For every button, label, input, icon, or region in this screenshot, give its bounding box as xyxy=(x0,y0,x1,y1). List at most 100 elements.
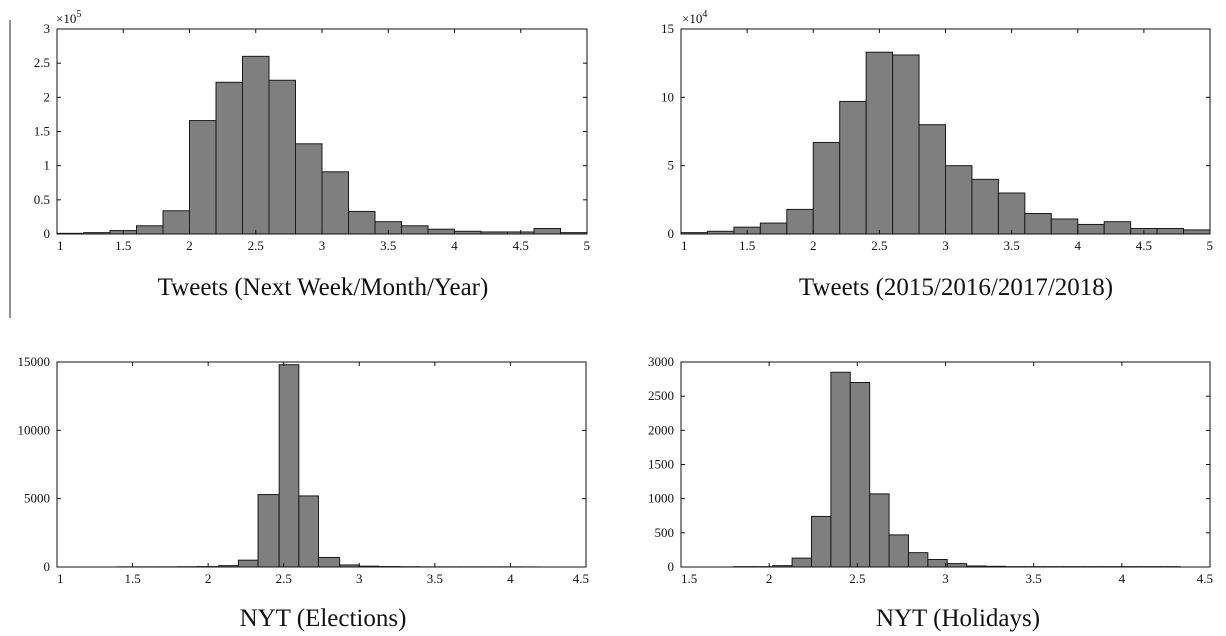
histogram-bar xyxy=(918,124,946,235)
histogram-bar xyxy=(927,558,948,568)
x-tick-label: 3.5 xyxy=(427,571,443,586)
panel-nyt-holidays: 1.5 2 2.5 3 3.5 4 4.5 0 500 1000 1500 2000 2500 3000… xyxy=(648,354,1213,632)
x-tick-labels: 1 1.5 2 2.5 3 3.5 4 4.5 xyxy=(57,571,589,586)
y-tick-label: 2.5 xyxy=(34,55,50,70)
x-tick-labels: 1 1.5 2 2.5 3 3.5 4 4.5 5 xyxy=(57,238,590,253)
histogram-bar xyxy=(298,495,319,568)
x-tick-label: 2.5 xyxy=(276,571,292,586)
y-tick-labels: 0 0.5 1 1.5 2 2.5 3 xyxy=(34,21,50,241)
histogram-bar xyxy=(237,559,259,568)
x-tick-label: 1.5 xyxy=(681,571,697,586)
x-tick-label: 4.5 xyxy=(513,238,529,253)
histogram-bar xyxy=(1103,221,1132,235)
y-tick-label: 2500 xyxy=(648,388,674,403)
panel-nyt-elections: 1 1.5 2 2.5 3 3.5 4 4.5 0 5000 10000 15000 NYT (El… xyxy=(18,354,590,632)
histogram-bar xyxy=(945,165,973,235)
y-tick-label: 0 xyxy=(668,226,675,241)
y-tick-labels: 0 5000 10000 15000 xyxy=(18,354,51,574)
y-tick-label: 2 xyxy=(44,89,51,104)
y-tick-label: 1500 xyxy=(648,457,674,472)
x-tick-label: 1 xyxy=(57,238,64,253)
histogram-bar xyxy=(242,55,270,235)
x-tick-label: 2 xyxy=(205,571,212,586)
y-tick-label: 3000 xyxy=(648,354,674,369)
histogram-bar xyxy=(278,364,300,568)
y-tick-label: 0.5 xyxy=(34,192,50,207)
histogram-bar xyxy=(1077,223,1105,235)
y-tick-label: 5 xyxy=(668,158,675,173)
panel-tweets-next-week-month-year: 1 1.5 2 2.5 3 3.5 4 4.5 5 0 0.5 1 1.5 2 2.5 3 ×105 Twe… xyxy=(34,9,590,301)
histogram-bar xyxy=(997,192,1026,235)
histogram-bar xyxy=(865,51,894,235)
x-tick-label: 4.5 xyxy=(1197,571,1213,586)
y-tick-label: 0 xyxy=(44,559,51,574)
histogram-bar xyxy=(786,208,814,235)
plot-frame xyxy=(680,361,1211,568)
histogram-bar xyxy=(257,494,280,568)
x-tick-label: 2.5 xyxy=(248,238,264,253)
y-tick-labels: 0 500 1000 1500 2000 2500 3000 xyxy=(648,354,674,574)
histogram-bar xyxy=(321,171,349,235)
x-tick-label: 4.5 xyxy=(573,571,589,586)
histogram-bar xyxy=(946,563,968,568)
histogram-bar xyxy=(1024,213,1052,235)
x-tick-label: 3.5 xyxy=(1026,571,1042,586)
y-tick-label: 0 xyxy=(44,226,51,241)
histogram-bar xyxy=(849,382,871,568)
x-tick-label: 2.5 xyxy=(849,571,865,586)
x-tick-label: 4.5 xyxy=(1136,238,1152,253)
x-tick-label: 2 xyxy=(810,238,817,253)
x-axis-label: NYT (Elections) xyxy=(240,605,407,632)
x-tick-label: 3 xyxy=(942,571,949,586)
x-tick-label: 5 xyxy=(1207,238,1214,253)
x-tick-label: 5 xyxy=(584,238,591,253)
histogram-bar xyxy=(295,143,323,235)
histogram-bar xyxy=(830,371,851,568)
x-tick-label: 2 xyxy=(186,238,193,253)
histogram-bar xyxy=(971,178,999,235)
bar-series xyxy=(116,364,542,568)
y-tick-label: 2000 xyxy=(648,422,674,437)
y-tick-label: 15 xyxy=(661,21,674,36)
histogram-bar xyxy=(839,100,867,235)
histogram-bar xyxy=(810,515,832,568)
histogram-bar xyxy=(892,54,920,235)
panel-tweets-2015-2018: 1 1.5 2 2.5 3 3.5 4 4.5 5 0 5 10 15 ×104 Tweets (20… xyxy=(661,9,1213,301)
x-tick-label: 3.5 xyxy=(380,238,396,253)
histogram-bar xyxy=(869,493,890,568)
x-axis-label: Tweets (Next Week/Month/Year) xyxy=(158,274,489,301)
x-tick-label: 4 xyxy=(507,571,514,586)
histogram-bar xyxy=(1050,218,1079,235)
x-tick-label: 4 xyxy=(451,238,458,253)
x-tick-label: 3 xyxy=(319,238,326,253)
histogram-bar xyxy=(533,228,561,235)
histogram-bar xyxy=(427,228,455,235)
histogram-bar xyxy=(317,556,341,568)
x-tick-label: 3 xyxy=(356,571,363,586)
bar-series xyxy=(733,371,1181,568)
histogram-bar xyxy=(268,79,296,235)
y-tick-label: 0 xyxy=(668,559,675,574)
histogram-bar xyxy=(907,552,929,568)
histogram-bar xyxy=(189,120,217,235)
histogram-bar xyxy=(791,557,812,568)
y-tick-label: 10 xyxy=(661,89,674,104)
x-tick-label: 1 xyxy=(681,238,688,253)
y-tick-label: 1.5 xyxy=(34,124,50,139)
y-tick-label: 500 xyxy=(655,525,675,540)
x-tick-label: 1.5 xyxy=(739,238,755,253)
x-tick-labels: 1.5 2 2.5 3 3.5 4 4.5 xyxy=(681,571,1213,586)
bar-series xyxy=(56,55,588,235)
histogram-bar xyxy=(812,141,841,235)
y-tick-label: 15000 xyxy=(18,354,51,369)
histogram-bar xyxy=(136,225,164,235)
x-tick-label: 2 xyxy=(766,571,773,586)
x-tick-label: 2.5 xyxy=(871,238,887,253)
x-tick-label: 3.5 xyxy=(1004,238,1020,253)
y-tick-label: 10000 xyxy=(18,422,51,437)
x-tick-labels: 1 1.5 2 2.5 3 3.5 4 4.5 5 xyxy=(681,238,1213,253)
y-tick-labels: 0 5 10 15 xyxy=(661,21,674,241)
x-tick-label: 3 xyxy=(942,238,949,253)
histogram-bar xyxy=(759,222,788,235)
